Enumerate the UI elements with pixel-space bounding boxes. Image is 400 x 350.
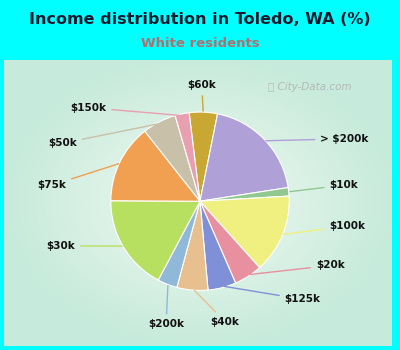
Wedge shape [111, 201, 200, 280]
Wedge shape [177, 201, 208, 290]
Text: White residents: White residents [141, 37, 259, 50]
Text: $40k: $40k [194, 290, 240, 327]
Wedge shape [200, 201, 236, 290]
Wedge shape [145, 116, 200, 201]
Text: $150k: $150k [70, 103, 180, 116]
Wedge shape [200, 201, 260, 283]
Text: $20k: $20k [250, 260, 345, 274]
Text: $50k: $50k [48, 124, 157, 148]
Text: $200k: $200k [148, 285, 184, 329]
Text: Income distribution in Toledo, WA (%): Income distribution in Toledo, WA (%) [29, 12, 371, 27]
Text: $30k: $30k [46, 241, 122, 251]
Text: > $200k: > $200k [266, 134, 369, 144]
Text: $100k: $100k [284, 221, 365, 234]
Wedge shape [200, 188, 289, 201]
Text: $125k: $125k [224, 286, 321, 304]
Text: $10k: $10k [290, 180, 358, 192]
Wedge shape [200, 196, 289, 268]
Wedge shape [111, 131, 200, 201]
Text: $60k: $60k [188, 80, 216, 111]
Wedge shape [158, 201, 200, 287]
Wedge shape [200, 114, 288, 201]
Wedge shape [175, 113, 200, 201]
Text: ⓘ City-Data.com: ⓘ City-Data.com [268, 83, 352, 92]
Wedge shape [189, 112, 218, 201]
Text: $75k: $75k [37, 164, 119, 190]
